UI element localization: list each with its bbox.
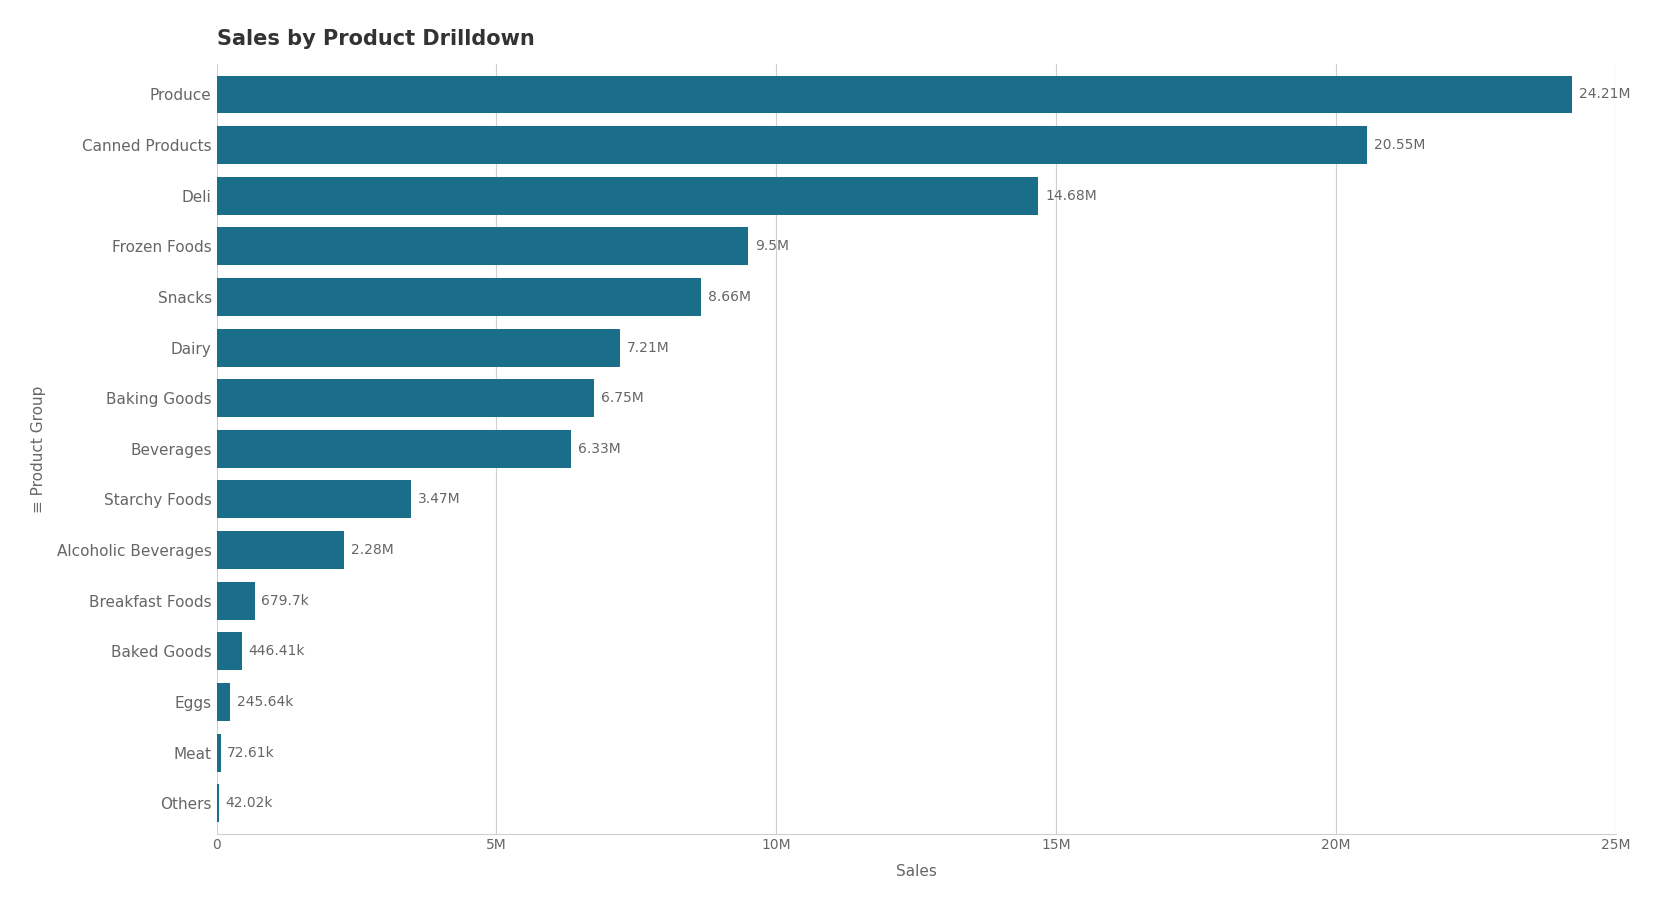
Text: 245.64k: 245.64k (237, 695, 293, 709)
Text: 6.75M: 6.75M (601, 391, 643, 405)
Bar (217, 126, 1366, 164)
Text: 6.33M: 6.33M (578, 442, 620, 456)
Bar (217, 75, 1571, 114)
Text: 679.7k: 679.7k (262, 594, 310, 607)
Bar (217, 329, 620, 366)
Bar (217, 734, 220, 771)
Text: 24.21M: 24.21M (1578, 88, 1629, 102)
Bar (217, 379, 595, 417)
Text: 9.5M: 9.5M (755, 239, 790, 254)
Text: 7.21M: 7.21M (626, 341, 670, 354)
Text: 3.47M: 3.47M (418, 493, 460, 507)
Bar (217, 227, 748, 266)
Bar (217, 481, 412, 518)
Text: 446.41k: 446.41k (248, 644, 305, 659)
Bar (217, 784, 218, 823)
Bar (217, 278, 701, 316)
X-axis label: Sales: Sales (896, 864, 936, 878)
Text: 20.55M: 20.55M (1374, 138, 1424, 152)
Text: Sales by Product Drilldown: Sales by Product Drilldown (217, 28, 535, 49)
Text: 72.61k: 72.61k (227, 746, 275, 759)
Bar (217, 430, 571, 468)
Text: 8.66M: 8.66M (708, 290, 751, 304)
Text: 42.02k: 42.02k (225, 796, 273, 810)
Text: 14.68M: 14.68M (1045, 189, 1096, 202)
Bar (217, 531, 345, 569)
Text: 2.28M: 2.28M (352, 543, 393, 557)
Y-axis label: ≡ Product Group: ≡ Product Group (30, 385, 45, 513)
Bar (217, 632, 242, 671)
Bar (217, 582, 255, 620)
Bar (217, 683, 230, 721)
Bar (217, 177, 1038, 214)
